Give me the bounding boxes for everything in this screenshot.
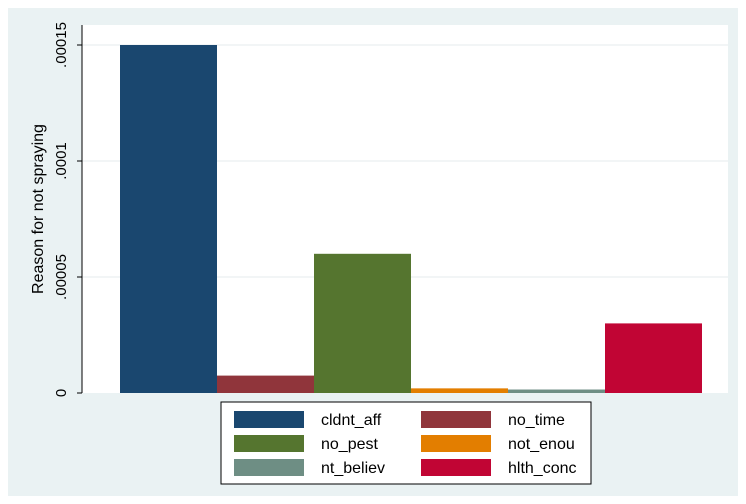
legend: cldnt_aff no_time no_pest not_enou nt_believ… bbox=[234, 411, 577, 477]
legend-label-nt_believ: nt_believ bbox=[321, 460, 385, 477]
bar-no_time bbox=[217, 375, 314, 393]
y-ticks: 0 .00005 .0001 .00015 bbox=[53, 22, 82, 397]
y-tick-label: .0001 bbox=[53, 142, 70, 180]
legend-label-hlth_conc: hlth_conc bbox=[508, 460, 577, 477]
legend-label-no_pest: no_pest bbox=[321, 436, 378, 453]
legend-label-not_enou: not_enou bbox=[508, 436, 575, 453]
legend-key-nt_believ bbox=[234, 459, 304, 476]
legend-key-no_pest bbox=[234, 435, 304, 452]
legend-key-no_time bbox=[421, 411, 491, 428]
bar-not_enou bbox=[411, 388, 508, 393]
y-tick-label: .00015 bbox=[53, 22, 70, 68]
legend-key-not_enou bbox=[421, 435, 491, 452]
y-tick-label: 0 bbox=[53, 389, 70, 397]
legend-label-no_time: no_time bbox=[508, 412, 565, 429]
bars bbox=[120, 45, 702, 393]
bar-cldnt_aff bbox=[120, 45, 217, 393]
y-tick-label: .00005 bbox=[53, 254, 70, 300]
bar-no_pest bbox=[314, 253, 411, 393]
legend-key-cldnt_aff bbox=[234, 411, 304, 428]
bar-nt_believ bbox=[508, 389, 605, 393]
bar-hlth_conc bbox=[605, 323, 702, 393]
y-axis-title: Reason for not spraying bbox=[30, 124, 47, 294]
legend-key-hlth_conc bbox=[421, 459, 491, 476]
legend-label-cldnt_aff: cldnt_aff bbox=[321, 412, 382, 429]
